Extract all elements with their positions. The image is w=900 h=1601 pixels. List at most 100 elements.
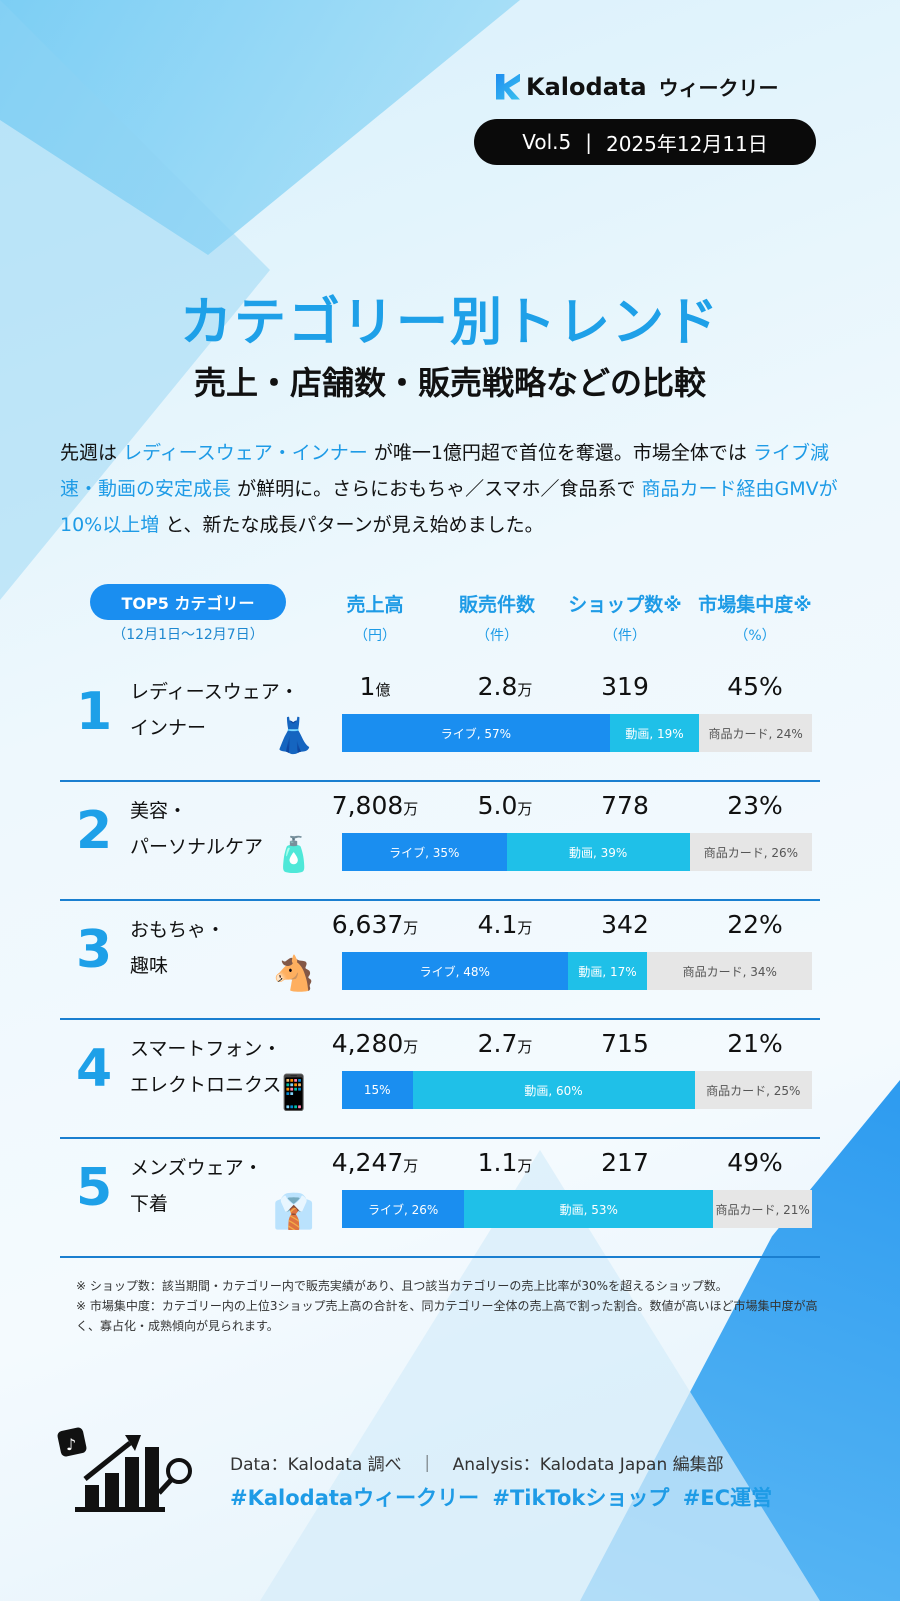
magnifier-icon xyxy=(166,1458,192,1484)
value-unit: 万 xyxy=(403,800,419,818)
rank-number: 1 xyxy=(76,682,113,742)
bar-segment-video: 動画, 39% xyxy=(506,833,690,871)
tiktok-icon xyxy=(57,1427,87,1457)
issue-date: 2025年12月11日 xyxy=(605,131,768,156)
bar-segment-live: ライブ, 26% xyxy=(342,1190,465,1228)
value-number: 7,808 xyxy=(331,791,404,820)
column-unit: （%） xyxy=(734,628,776,644)
rank-number: 4 xyxy=(76,1039,113,1099)
footnote-shops: ※ ショップ数：該当期間・カテゴリー内で販売実績があり、且つ該当カテゴリーの売上… xyxy=(76,1279,728,1293)
column-unit: （件） xyxy=(604,628,646,644)
rank-number: 3 xyxy=(76,920,113,980)
rank-number: 2 xyxy=(76,801,113,861)
column-label: ショップ数※ xyxy=(568,594,682,616)
value-unit: 万 xyxy=(403,1157,419,1175)
intro-highlight: 商品カード経由GMVが10%以上増 xyxy=(60,478,838,536)
count-value: 5.0万 xyxy=(440,791,570,820)
bar-segment-live: ライブ, 48% xyxy=(342,952,568,990)
concentration-value: 45% xyxy=(727,672,783,701)
channel-share-bar: ライブ, 26% 動画, 53% 商品カード, 21% xyxy=(342,1190,812,1228)
sales-value: 6,637万 xyxy=(310,910,440,939)
value-unit: 万 xyxy=(403,919,419,937)
value-unit: 万 xyxy=(517,919,533,937)
channel-share-bar: ライブ, 57% 動画, 19% 商品カード, 24% xyxy=(342,714,812,752)
category-name-line: メンズウェア・ xyxy=(130,1157,263,1179)
brand-name: Kalodata xyxy=(526,72,647,101)
intro-part: が鮮明に。さらにおもちゃ／スマホ／食品系で xyxy=(237,478,636,500)
value-unit: 万 xyxy=(517,800,533,818)
count-value: 4.1万 xyxy=(440,910,570,939)
category-name: メンズウェア・ 下着 xyxy=(130,1150,263,1222)
count-value: 2.7万 xyxy=(440,1029,570,1058)
brand-logo: Kalodata ウィークリー xyxy=(496,72,779,101)
sales-value: 7,808万 xyxy=(310,791,440,820)
value-number: 6,637 xyxy=(331,910,404,939)
channel-share-bar: ライブ, 48% 動画, 17% 商品カード, 34% xyxy=(342,952,812,990)
category-name-line: エレクトロニクス xyxy=(130,1074,282,1096)
value-number: 4,247 xyxy=(331,1148,404,1177)
issue-vol: Vol.5 xyxy=(522,130,572,154)
sales-value: 4,247万 xyxy=(310,1148,440,1177)
category-name: おもちゃ・ 趣味 xyxy=(130,912,225,984)
sales-value: 4,280万 xyxy=(310,1029,440,1058)
analytics-illustration-icon: ♪ xyxy=(57,1427,192,1512)
category-row: 1 レディースウェア・ インナー 👗 1億 2.8万 319 45% ライブ, 5… xyxy=(60,662,820,782)
channel-share-bar: 15% 動画, 60% 商品カード, 25% xyxy=(342,1071,812,1109)
column-label: 販売件数 xyxy=(458,594,535,616)
category-row: 5 メンズウェア・ 下着 👔 4,247万 1.1万 217 49% ライブ, 2… xyxy=(60,1138,820,1258)
shops-value: 319 xyxy=(601,672,649,701)
value-number: 1.1 xyxy=(477,1148,518,1177)
bar-segment-card: 商品カード, 24% xyxy=(699,714,812,752)
column-header-concentration: 市場集中度※ （%） xyxy=(690,590,820,645)
bar-segment-video: 動画, 17% xyxy=(567,952,648,990)
issue-separator: | xyxy=(585,130,592,154)
shirt-icon: 👔 xyxy=(272,1192,316,1232)
top5-badge: TOP5 カテゴリー xyxy=(90,584,286,620)
category-row: 3 おもちゃ・ 趣味 🐴 6,637万 4.1万 342 22% ライブ, 48%… xyxy=(60,900,820,1020)
brand-series: ウィークリー xyxy=(658,76,779,100)
intro-highlight: ライブ減速・動画の安定成長 xyxy=(60,442,829,500)
bar-segment-card: 商品カード, 25% xyxy=(694,1071,812,1109)
bar-segment-video: 動画, 53% xyxy=(464,1190,714,1228)
category-name-line: スマートフォン・ xyxy=(130,1038,282,1060)
count-value: 2.8万 xyxy=(440,672,570,701)
value-unit: 万 xyxy=(517,1038,533,1056)
channel-share-bar: ライブ, 35% 動画, 39% 商品カード, 26% xyxy=(342,833,812,871)
bar-segment-card: 商品カード, 34% xyxy=(647,952,812,990)
rank-number: 5 xyxy=(76,1158,113,1218)
footnotes: ※ ショップ数：該当期間・カテゴリー内で販売実績があり、且つ該当カテゴリーの売上… xyxy=(76,1276,836,1336)
hashtags: #Kalodataウィークリー #TikTokショップ #EC運営 xyxy=(230,1486,773,1510)
category-name-line: 美容・ xyxy=(130,800,188,822)
value-number: 4,280 xyxy=(331,1029,404,1058)
smartphone-icon: 📱 xyxy=(272,1073,316,1113)
value-unit: 億 xyxy=(375,681,391,699)
concentration-value: 49% xyxy=(727,1148,783,1177)
value-unit: 万 xyxy=(403,1038,419,1056)
shops-value: 778 xyxy=(601,791,649,820)
column-unit: （件） xyxy=(476,628,518,644)
column-label: 売上高 xyxy=(346,594,404,616)
shops-value: 342 xyxy=(601,910,649,939)
column-header-count: 販売件数 （件） xyxy=(432,590,562,645)
bar-segment-live: ライブ, 35% xyxy=(342,833,507,871)
footnote-concentration: ※ 市場集中度：カテゴリー内の上位3ショップ売上高の合計を、同カテゴリー全体の売… xyxy=(76,1299,818,1333)
bar-segment-card: 商品カード, 26% xyxy=(689,833,812,871)
bar-segment-video: 動画, 60% xyxy=(412,1071,695,1109)
column-header-sales: 売上高 （円） xyxy=(310,590,440,645)
period-label: （12月1日～12月7日） xyxy=(112,627,264,643)
category-name-line: レディースウェア・ xyxy=(130,681,299,703)
category-name-line: おもちゃ・ xyxy=(130,919,226,941)
shops-value: 217 xyxy=(601,1148,649,1177)
bar-segment-live: 15% xyxy=(342,1071,413,1109)
value-unit: 万 xyxy=(517,1157,533,1175)
value-number: 2.7 xyxy=(477,1029,518,1058)
value-number: 4.1 xyxy=(477,910,518,939)
kalodata-logo-icon xyxy=(496,73,520,100)
rocking-horse-icon: 🐴 xyxy=(272,954,316,994)
svg-text:♪: ♪ xyxy=(66,1435,76,1454)
intro-highlight: レディースウェア・インナー xyxy=(123,442,368,464)
concentration-value: 22% xyxy=(727,910,783,939)
page-subtitle: 売上・店舗数・販売戦略などの比較 xyxy=(193,364,706,402)
intro-part: 先週は xyxy=(60,442,118,464)
category-name-line: 下着 xyxy=(130,1193,169,1215)
